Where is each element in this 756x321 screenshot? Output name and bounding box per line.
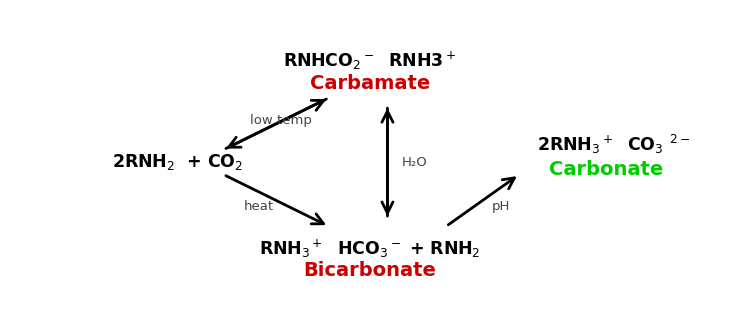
Text: pH: pH: [491, 200, 510, 213]
Text: Carbonate: Carbonate: [549, 160, 663, 179]
Text: RNHCO$_2$$^-$  RNH3$^+$: RNHCO$_2$$^-$ RNH3$^+$: [284, 50, 457, 72]
Text: heat: heat: [244, 200, 274, 213]
Text: RNH$_3$$^+$  HCO$_3$$^-$ + RNH$_2$: RNH$_3$$^+$ HCO$_3$$^-$ + RNH$_2$: [259, 238, 481, 260]
Text: low temp: low temp: [249, 114, 311, 126]
Text: Bicarbonate: Bicarbonate: [303, 261, 436, 280]
Text: H₂O: H₂O: [402, 156, 428, 169]
Text: Carbamate: Carbamate: [310, 74, 430, 92]
Text: 2RNH$_3$$^+$  CO$_3$ $^{2-}$: 2RNH$_3$$^+$ CO$_3$ $^{2-}$: [537, 133, 690, 156]
Text: 2RNH$_2$  + CO$_2$: 2RNH$_2$ + CO$_2$: [112, 152, 243, 172]
